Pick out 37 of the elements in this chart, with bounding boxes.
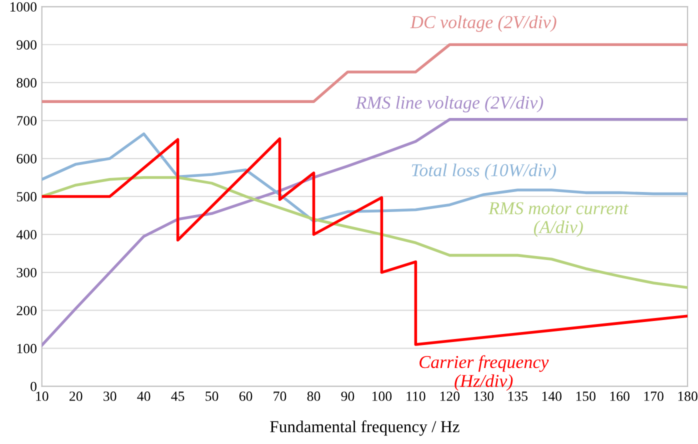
x-tick-label: 110	[406, 392, 426, 401]
x-tick-label: 160	[610, 392, 630, 401]
y-tick-label: 1000	[10, 2, 36, 12]
y-tick-label: 900	[16, 40, 36, 50]
x-tick-label: 40	[137, 392, 150, 401]
series-label: Total loss (10W/div)	[412, 164, 556, 180]
y-tick-label: 300	[16, 268, 36, 278]
x-tick-label: 60	[239, 392, 252, 401]
y-tick-label: 0	[30, 382, 36, 392]
y-tick-label: 400	[16, 230, 36, 240]
x-tick-label: 100	[372, 392, 392, 401]
y-tick-label: 700	[17, 116, 36, 126]
x-tick-label: 120	[440, 392, 460, 401]
x-tick-label: 170	[644, 392, 664, 401]
series-label: DC voltage (2V/div)	[410, 16, 556, 32]
x-tick-label: 20	[70, 392, 82, 401]
x-tick-label: 90	[341, 392, 354, 401]
x-tick-label: 70	[274, 392, 286, 401]
x-tick-label: 130	[474, 392, 494, 401]
x-tick-label: 45	[171, 392, 184, 401]
y-tick-label: 500	[16, 192, 36, 202]
series-label: Carrier frequency (Hz/div)	[420, 355, 549, 391]
x-tick-label: 180	[678, 392, 698, 401]
x-tick-label: 80	[307, 392, 320, 401]
series-label: RMS motor current (A/div)	[488, 202, 629, 237]
x-tick-label: 140	[542, 392, 562, 401]
series-label: RMS line voltage (2V/div)	[356, 96, 544, 112]
y-tick-label: 800	[16, 78, 36, 88]
x-tick-label: 150	[576, 392, 596, 401]
x-tick-label: 135	[508, 392, 528, 401]
x-tick-label: 10	[36, 392, 48, 401]
x-tick-label: 50	[206, 392, 218, 401]
y-tick-label: 200	[16, 306, 36, 316]
x-tick-label: 30	[104, 392, 116, 401]
y-tick-label: 100	[17, 344, 36, 354]
y-tick-label: 600	[16, 154, 36, 164]
x-axis-title: Fundamental frequency / Hz	[270, 420, 460, 436]
